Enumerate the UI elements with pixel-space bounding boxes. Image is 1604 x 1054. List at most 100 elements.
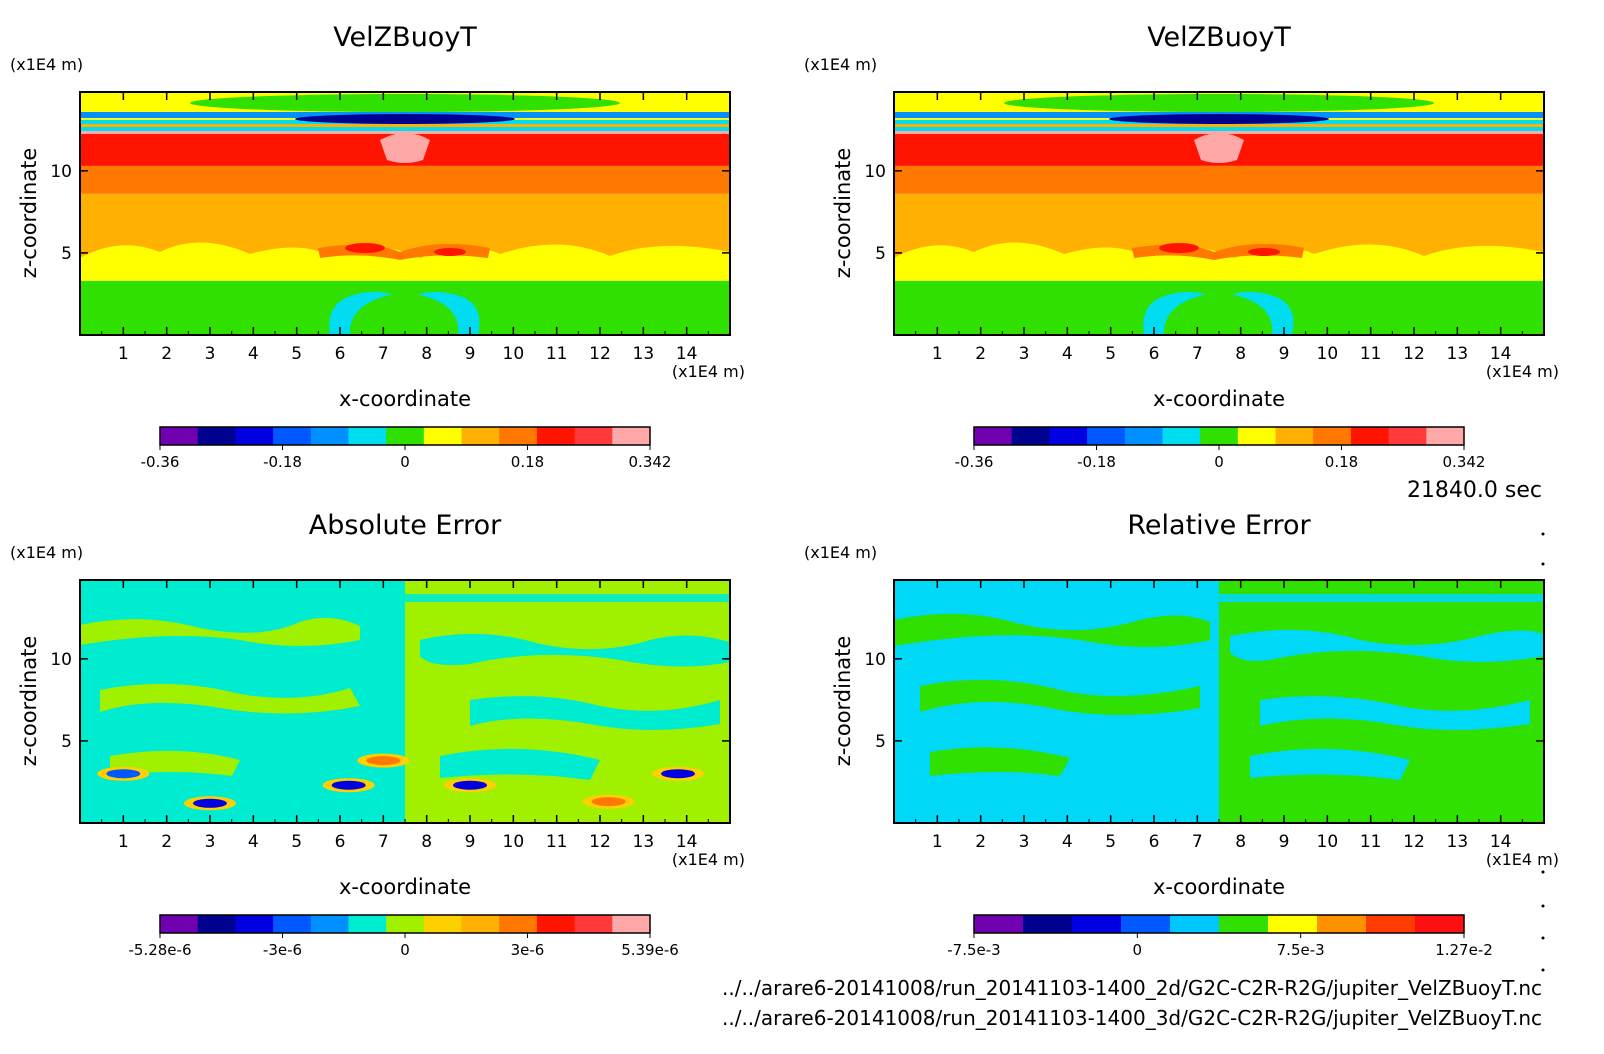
x-tick-label: 3 — [1019, 832, 1030, 852]
colorbar-tick-label: -0.18 — [1077, 453, 1116, 471]
x-tick-label: 11 — [1360, 344, 1382, 364]
error-patch — [193, 798, 227, 808]
x-axis-label: x-coordinate — [1153, 387, 1285, 411]
colorbar-swatch — [1170, 915, 1220, 933]
colorbar-swatch — [536, 427, 576, 445]
x-tick-label: 13 — [1447, 832, 1469, 852]
x-tick-label: 2 — [975, 344, 986, 364]
x-tick-label: 10 — [1317, 344, 1339, 364]
colorbar-tick-label: -0.36 — [141, 453, 180, 471]
x-tick-label: 14 — [1490, 344, 1512, 364]
x-tick-label: 10 — [503, 344, 525, 364]
y-unit-label: (x1E4 m) — [10, 543, 83, 562]
red-dot — [1248, 248, 1280, 256]
x-tick-label: 2 — [975, 832, 986, 852]
x-tick-label: 6 — [335, 832, 346, 852]
colorbar-swatch — [273, 427, 312, 445]
cyan-wisps — [1230, 629, 1544, 662]
colorbar-swatch — [612, 915, 651, 933]
x-tick-label: 4 — [1062, 344, 1073, 364]
green-lobe-top — [190, 94, 620, 112]
x-tick-label: 11 — [546, 832, 568, 852]
x-tick-label: 11 — [546, 344, 568, 364]
chart-title: VelZBuoyT — [1147, 22, 1291, 53]
x-tick-label: 13 — [633, 344, 655, 364]
x-tick-label: 7 — [378, 344, 389, 364]
colorbar-swatch — [1388, 427, 1427, 445]
colorbar-swatch — [310, 427, 349, 445]
colorbar-tick-label: 0 — [1133, 941, 1143, 959]
x-tick-label: 6 — [1149, 832, 1160, 852]
colorbar-tick-label: 5.39e-6 — [621, 941, 679, 959]
x-tick-label: 1 — [118, 832, 129, 852]
x-tick-label: 8 — [421, 832, 432, 852]
cyan-wisps — [470, 696, 720, 730]
x-tick-label: 14 — [676, 832, 698, 852]
red-dot — [434, 248, 466, 256]
file-path-3d: ../../arare6-20141008/run_20141103-1400_… — [722, 1006, 1542, 1030]
y-unit-label: (x1E4 m) — [10, 55, 83, 74]
x-tick-label: 4 — [248, 832, 259, 852]
error-patch — [366, 756, 401, 766]
colorbar-swatch — [160, 915, 199, 933]
green-wisps — [894, 613, 1210, 647]
colorbar-swatch — [499, 915, 538, 933]
x-tick-label: 7 — [1192, 832, 1203, 852]
x-tick-label: 9 — [1279, 344, 1290, 364]
x-tick-label: 2 — [161, 832, 172, 852]
colorbar-swatch — [1162, 427, 1201, 445]
error-patch — [106, 769, 141, 779]
error-field-stripe — [80, 594, 730, 602]
x-tick-label: 4 — [1062, 832, 1073, 852]
colorbar-swatch — [461, 915, 500, 933]
y-tick-label: 5 — [61, 244, 72, 264]
colorbar-frame — [973, 914, 1465, 934]
colorbar-swatch — [310, 915, 349, 933]
x-tick-label: 3 — [1019, 344, 1030, 364]
panel-velzbuoyt-right: VelZBuoyT (x1E4 m) 1 2 3 4 5 6 7 8 9 10 11 12 13 14 5… — [804, 22, 1559, 471]
colorbar-tick-label: 7.5e-3 — [1277, 941, 1325, 959]
colorbar-swatch — [273, 915, 312, 933]
colorbar: -7.5e-3 0 7.5e-3 1.27e-2 — [947, 914, 1493, 959]
y-tick-label: 10 — [864, 650, 886, 670]
x-tick-label: 10 — [1317, 832, 1339, 852]
dark-blue-core — [295, 114, 515, 124]
colorbar-swatch — [974, 915, 1024, 933]
x-tick-label: 5 — [1105, 344, 1116, 364]
x-tick-label: 10 — [503, 832, 525, 852]
colorbar-tick-label: -0.36 — [955, 453, 994, 471]
colorbar-swatch — [1275, 427, 1314, 445]
x-tick-label: 7 — [1192, 344, 1203, 364]
error-patch — [591, 797, 626, 807]
colorbar-swatch — [160, 427, 199, 445]
x-tick-label: 12 — [1403, 832, 1425, 852]
x-tick-label: 13 — [633, 832, 655, 852]
x-axis-label: x-coordinate — [339, 875, 471, 899]
colorbar-tick-label: 3e-6 — [511, 941, 545, 959]
panel-relative-error: Relative Error (x1E4 m) 1 2 3 4 5 6 7 8 9 10 11 12 1… — [804, 510, 1559, 959]
dark-blue-core — [1109, 114, 1329, 124]
x-tick-label: 3 — [205, 344, 216, 364]
colorbar-swatch — [1237, 427, 1277, 445]
colorbar-tick-label: -7.5e-3 — [947, 941, 1000, 959]
colorbar: -0.36 -0.18 0 0.18 0.342 — [955, 426, 1485, 471]
x-tick-label: 12 — [1403, 344, 1425, 364]
x-tick-label: 2 — [161, 344, 172, 364]
chart-title: VelZBuoyT — [333, 22, 477, 53]
colorbar-swatch — [197, 915, 236, 933]
colorbar-swatch — [1200, 427, 1239, 445]
x-tick-label: 8 — [421, 344, 432, 364]
colorbar-swatch — [386, 427, 425, 445]
x-tick-label: 12 — [589, 832, 611, 852]
colorbar: -0.36 -0.18 0 0.18 0.342 — [141, 426, 671, 471]
red-dot — [345, 243, 385, 253]
x-tick-label: 8 — [1235, 344, 1246, 364]
colorbar-swatch — [1121, 915, 1171, 933]
colorbar-swatch — [1023, 915, 1073, 933]
colorbar-swatch — [235, 915, 274, 933]
colorbar: -5.28e-6 -3e-6 0 3e-6 5.39e-6 — [129, 914, 679, 959]
x-tick-label: 5 — [291, 344, 302, 364]
y-axis-label: z-coordinate — [17, 148, 41, 279]
green-core — [1163, 292, 1273, 335]
